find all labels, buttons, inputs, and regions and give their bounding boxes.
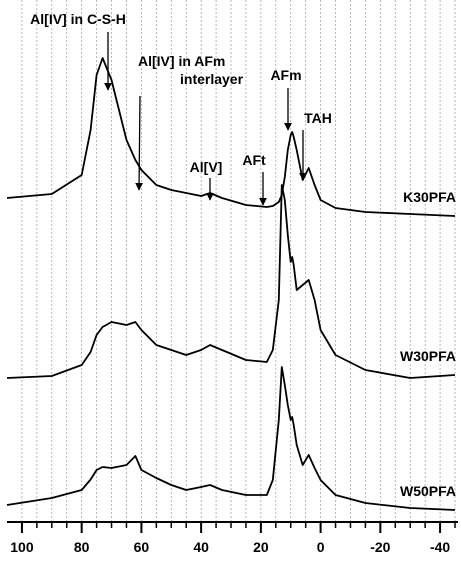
annotation: interlayer bbox=[180, 71, 244, 87]
annotation-arrow bbox=[135, 95, 143, 191]
annotation: AFt bbox=[242, 152, 266, 168]
series-label: K30PFA bbox=[403, 189, 456, 205]
annotation: Al[IV] in AFm bbox=[138, 53, 225, 69]
annotation: AFm bbox=[270, 67, 301, 83]
x-tick-label: 20 bbox=[253, 539, 269, 555]
x-tick-label: 0 bbox=[317, 539, 325, 555]
spectrum-line bbox=[6, 184, 456, 379]
x-tick-label: 100 bbox=[10, 539, 34, 555]
x-tick-label: 40 bbox=[193, 539, 209, 555]
annotation: Al[V] bbox=[190, 159, 223, 175]
x-tick-label: -40 bbox=[430, 539, 450, 555]
series-label: W50PFA bbox=[400, 483, 456, 499]
x-tick-label: -20 bbox=[370, 539, 390, 555]
x-tick-label: 60 bbox=[134, 539, 150, 555]
x-tick-label: 80 bbox=[74, 539, 90, 555]
spectrum-line bbox=[6, 366, 456, 511]
annotation: Al[IV] in C-S-H bbox=[30, 11, 126, 27]
annotation: TAH bbox=[304, 110, 332, 126]
series-label: W30PFA bbox=[400, 348, 456, 364]
